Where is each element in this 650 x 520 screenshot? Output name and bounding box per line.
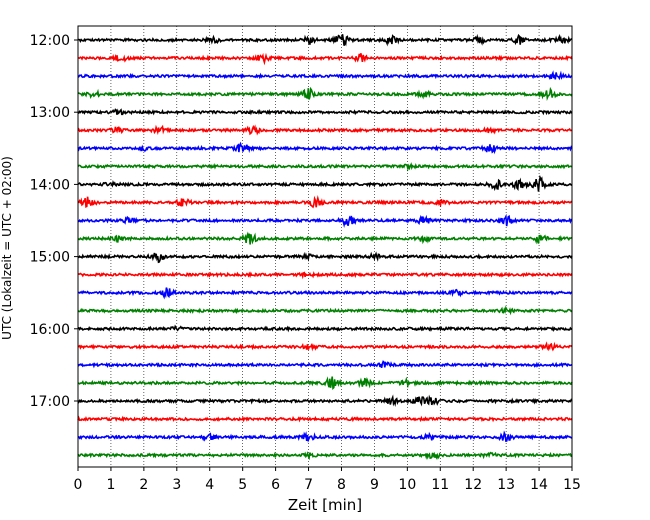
x-tick-label: 1 [106, 477, 115, 493]
x-tick-label: 8 [337, 477, 346, 493]
x-tick-label: 13 [497, 477, 515, 493]
x-tick-label: 11 [431, 477, 449, 493]
x-tick-label: 5 [238, 477, 247, 493]
plot-frame [77, 25, 573, 468]
y-tick-label: 12:00 [30, 33, 70, 49]
trace-1530 [77, 287, 573, 300]
y-tick-label: 13:00 [30, 105, 70, 121]
trace-1500 [77, 251, 573, 264]
trace-1315 [77, 124, 573, 136]
trace-1745 [77, 451, 573, 461]
traces [77, 33, 573, 461]
y-axis: 12:00 13:00 14:00 15:00 16:00 17:00 [30, 33, 78, 410]
x-axis-label: Zeit [min] [288, 496, 362, 514]
x-tick-label: 10 [398, 477, 416, 493]
y-tick-label: 15:00 [30, 250, 70, 266]
trace-1715 [77, 415, 573, 423]
x-axis: 0 1 2 3 4 5 6 7 8 9 10 11 12 13 14 15 [74, 467, 581, 493]
trace-1415 [77, 195, 573, 209]
y-tick-label: 17:00 [30, 394, 70, 410]
trace-1230 [77, 70, 573, 81]
x-tick-label: 4 [205, 477, 214, 493]
trace-1215 [77, 52, 573, 66]
trace-1545 [77, 305, 573, 316]
trace-1245 [77, 86, 573, 101]
y-axis-label: UTC (Lokalzeit = UTC + 02:00) [0, 156, 14, 340]
trace-1345 [77, 162, 573, 172]
trace-1730 [77, 430, 573, 443]
x-tick-label: 0 [74, 477, 83, 493]
trace-1400 [77, 174, 573, 192]
trace-1430 [77, 213, 573, 228]
trace-1700 [77, 394, 573, 408]
trace-1445 [77, 231, 573, 245]
x-tick-label: 14 [530, 477, 548, 493]
trace-1330 [77, 141, 573, 155]
x-tick-label: 7 [304, 477, 313, 493]
x-tick-label: 3 [172, 477, 181, 493]
y-tick-label: 16:00 [30, 322, 70, 338]
x-tick-label: 15 [563, 477, 581, 493]
trace-1645 [77, 376, 573, 390]
y-tick-label: 14:00 [30, 177, 70, 193]
trace-1200 [77, 33, 573, 47]
trace-1600 [77, 324, 573, 333]
trace-1515 [77, 271, 573, 280]
x-tick-label: 6 [271, 477, 280, 493]
x-tick-label: 9 [370, 477, 379, 493]
trace-1630 [77, 360, 573, 369]
x-tick-label: 12 [464, 477, 482, 493]
x-tick-label: 2 [139, 477, 148, 493]
trace-1300 [77, 108, 573, 116]
trace-1615 [77, 341, 573, 352]
